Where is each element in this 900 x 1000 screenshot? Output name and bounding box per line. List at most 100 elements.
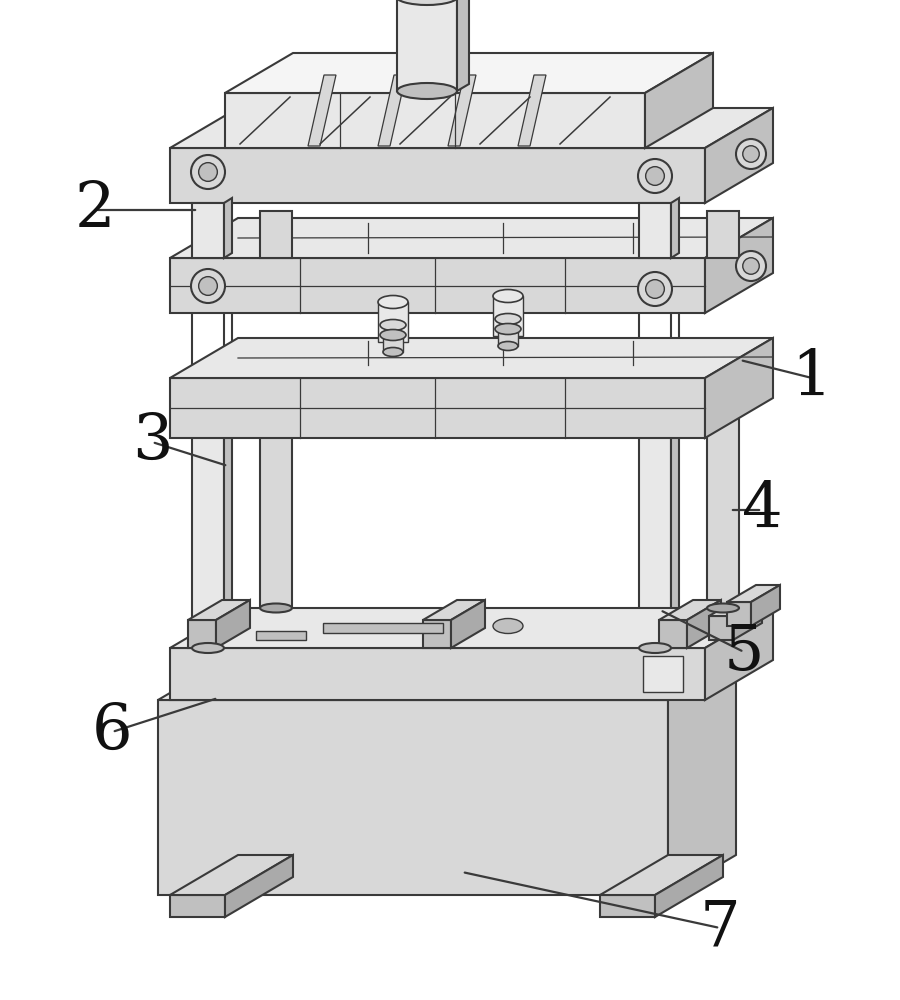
Polygon shape — [283, 70, 300, 146]
Polygon shape — [224, 198, 232, 258]
Polygon shape — [671, 378, 679, 648]
Text: 2: 2 — [75, 179, 115, 241]
Polygon shape — [709, 616, 733, 640]
Polygon shape — [600, 855, 723, 895]
Polygon shape — [188, 600, 250, 620]
Polygon shape — [707, 353, 739, 608]
Polygon shape — [260, 353, 292, 608]
Polygon shape — [256, 631, 306, 640]
Polygon shape — [727, 602, 751, 626]
Polygon shape — [188, 620, 216, 648]
Circle shape — [736, 251, 766, 281]
Ellipse shape — [639, 643, 671, 653]
Polygon shape — [668, 660, 736, 895]
Text: 3: 3 — [131, 411, 172, 473]
Polygon shape — [457, 0, 469, 91]
Circle shape — [645, 280, 664, 298]
Circle shape — [191, 269, 225, 303]
Polygon shape — [538, 70, 556, 146]
Circle shape — [638, 272, 672, 306]
Polygon shape — [448, 75, 476, 146]
Polygon shape — [225, 53, 713, 93]
Polygon shape — [423, 620, 451, 648]
Polygon shape — [709, 599, 762, 616]
Polygon shape — [225, 855, 293, 917]
Polygon shape — [170, 148, 705, 203]
Polygon shape — [707, 211, 739, 258]
Ellipse shape — [380, 320, 406, 330]
Polygon shape — [655, 855, 723, 917]
Polygon shape — [158, 700, 668, 895]
Polygon shape — [423, 600, 485, 620]
Ellipse shape — [383, 348, 403, 357]
Text: 7: 7 — [699, 897, 741, 959]
Polygon shape — [498, 332, 518, 346]
Text: 4: 4 — [742, 479, 782, 541]
Circle shape — [191, 155, 225, 189]
Polygon shape — [225, 93, 645, 148]
Polygon shape — [639, 383, 671, 648]
Circle shape — [645, 167, 664, 185]
Polygon shape — [323, 623, 443, 633]
Circle shape — [742, 258, 760, 274]
Polygon shape — [711, 624, 772, 678]
Polygon shape — [170, 218, 773, 258]
Polygon shape — [224, 378, 232, 648]
Circle shape — [742, 146, 760, 162]
Polygon shape — [600, 895, 655, 917]
Ellipse shape — [380, 330, 406, 340]
Polygon shape — [705, 218, 773, 313]
Text: 5: 5 — [724, 621, 764, 683]
Polygon shape — [170, 855, 293, 895]
Circle shape — [736, 139, 766, 169]
Ellipse shape — [493, 290, 523, 302]
Polygon shape — [170, 378, 705, 438]
Polygon shape — [378, 75, 406, 146]
Polygon shape — [170, 108, 773, 148]
Ellipse shape — [192, 643, 224, 653]
Polygon shape — [705, 108, 773, 203]
Ellipse shape — [498, 342, 518, 351]
Polygon shape — [661, 624, 772, 660]
Polygon shape — [238, 624, 349, 660]
Text: 6: 6 — [92, 701, 132, 763]
Polygon shape — [192, 203, 224, 258]
Ellipse shape — [639, 378, 671, 388]
Polygon shape — [158, 660, 736, 700]
Polygon shape — [170, 648, 705, 700]
Polygon shape — [192, 383, 224, 648]
Polygon shape — [378, 302, 408, 342]
Polygon shape — [216, 600, 250, 648]
Polygon shape — [170, 608, 773, 648]
Polygon shape — [751, 585, 780, 626]
Text: 1: 1 — [792, 347, 832, 409]
Polygon shape — [671, 198, 679, 258]
Polygon shape — [170, 338, 773, 378]
Ellipse shape — [495, 314, 521, 324]
Ellipse shape — [192, 378, 224, 388]
Polygon shape — [659, 620, 687, 648]
Ellipse shape — [260, 349, 292, 358]
Circle shape — [199, 163, 218, 181]
Polygon shape — [170, 895, 225, 917]
Polygon shape — [645, 53, 713, 148]
Ellipse shape — [260, 603, 292, 612]
Polygon shape — [238, 660, 288, 678]
Polygon shape — [308, 75, 336, 146]
Polygon shape — [260, 211, 292, 258]
Polygon shape — [518, 75, 546, 146]
Polygon shape — [705, 338, 773, 438]
Ellipse shape — [378, 296, 408, 308]
Polygon shape — [659, 600, 721, 620]
Circle shape — [638, 159, 672, 193]
Polygon shape — [639, 203, 671, 258]
Polygon shape — [687, 600, 721, 648]
Ellipse shape — [397, 83, 457, 99]
Ellipse shape — [707, 349, 739, 358]
Polygon shape — [170, 258, 705, 313]
Ellipse shape — [395, 0, 458, 5]
Ellipse shape — [495, 324, 521, 334]
Polygon shape — [451, 600, 485, 648]
Polygon shape — [705, 608, 773, 700]
Polygon shape — [288, 624, 349, 678]
